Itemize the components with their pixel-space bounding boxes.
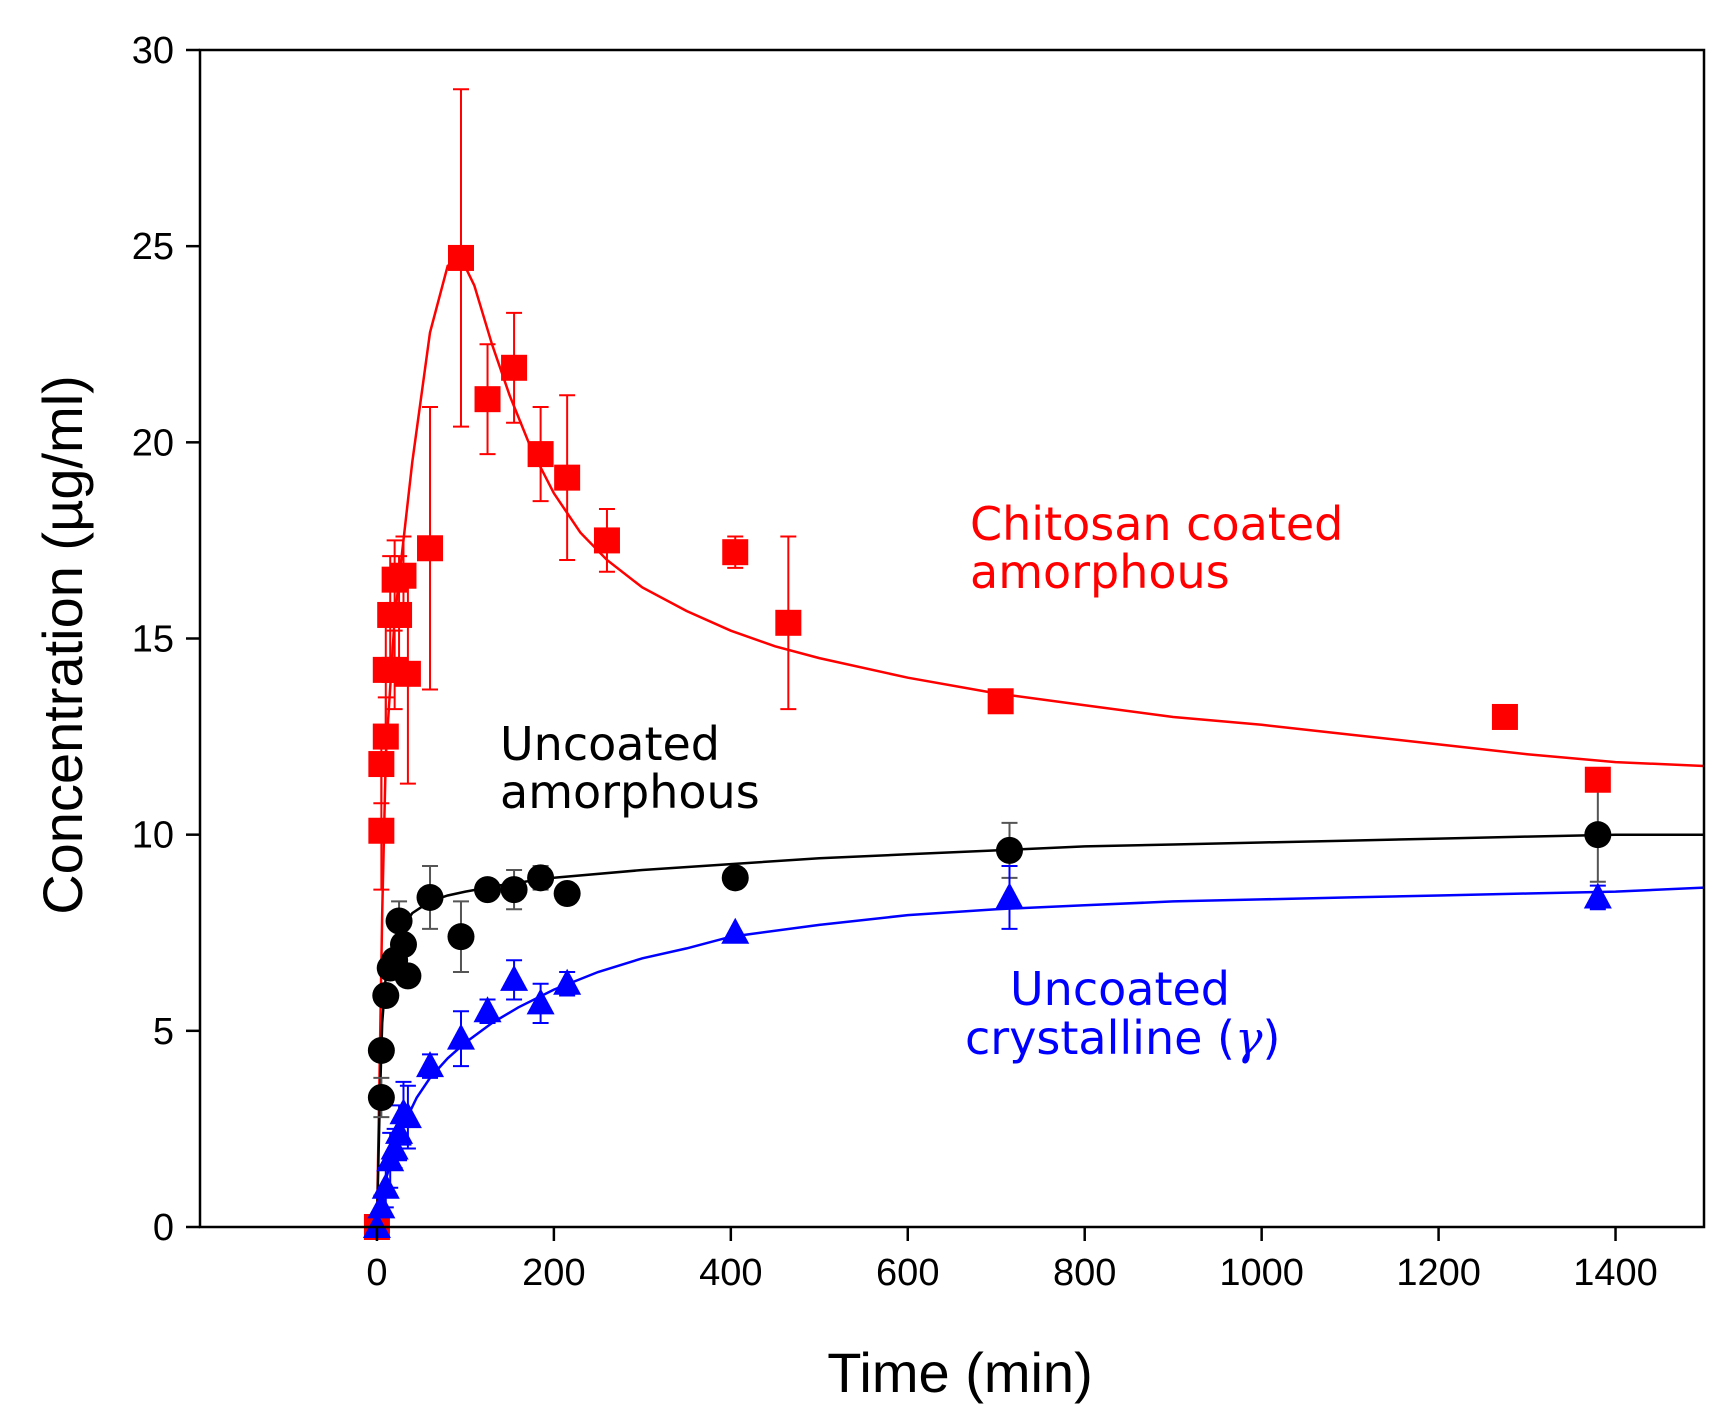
x-tick-label: 600: [876, 1252, 939, 1294]
label-crystalline-close: ): [1262, 1011, 1280, 1065]
point-uncoated-crystalline: [367, 1192, 396, 1219]
point-chitosan-coated-amorphous: [394, 660, 421, 687]
point-uncoated-crystalline: [995, 882, 1024, 909]
point-uncoated-crystalline: [416, 1051, 445, 1078]
label-uncoated-crystalline-line2: crystalline (γ): [965, 1011, 1280, 1065]
x-tick-label: 1400: [1573, 1252, 1658, 1294]
plot-frame: [198, 48, 1706, 1229]
point-chitosan-coated-amorphous: [501, 354, 528, 381]
point-chitosan-coated-amorphous: [372, 723, 399, 750]
point-uncoated-amorphous: [553, 880, 581, 908]
y-axis-ticks: 0 5 10 15 20 25 30: [132, 30, 200, 1249]
y-tick-label: 5: [153, 1011, 174, 1053]
point-uncoated-crystalline: [362, 1212, 391, 1238]
data-markers: [362, 244, 1612, 1240]
x-tick-label: 400: [699, 1252, 762, 1294]
point-uncoated-amorphous: [389, 931, 417, 959]
point-uncoated-amorphous: [394, 962, 422, 990]
point-uncoated-crystalline: [371, 1172, 400, 1199]
point-uncoated-amorphous: [367, 1036, 395, 1064]
point-chitosan-coated-amorphous: [722, 539, 749, 566]
point-chitosan-coated-amorphous: [593, 527, 620, 554]
y-tick-label: 15: [132, 619, 174, 661]
y-axis-title: Concentration (µg/ml): [31, 375, 94, 915]
y-tick-label: 0: [153, 1207, 174, 1249]
point-chitosan-coated-amorphous: [447, 244, 474, 271]
point-uncoated-crystalline: [393, 1102, 422, 1129]
point-uncoated-crystalline: [1583, 882, 1612, 909]
point-uncoated-crystalline: [526, 988, 555, 1015]
point-uncoated-amorphous: [721, 864, 749, 892]
point-uncoated-amorphous: [385, 907, 413, 935]
point-chitosan-coated-amorphous: [386, 601, 413, 628]
x-axis-title: Time (min): [827, 1341, 1092, 1404]
point-chitosan-coated-amorphous: [390, 562, 417, 589]
y-tick-label: 25: [132, 226, 174, 268]
label-gamma-symbol: γ: [1235, 1011, 1263, 1065]
point-uncoated-crystalline: [500, 964, 529, 991]
x-tick-label: 800: [1053, 1252, 1116, 1294]
point-uncoated-amorphous: [416, 883, 444, 911]
x-axis-ticks: 0 200 400 600 800 1000 1200 1400: [366, 1227, 1658, 1294]
label-uncoated-crystalline-line1: Uncoated: [1010, 962, 1230, 1016]
label-chitosan-coated-line2: amorphous: [970, 545, 1230, 599]
point-chitosan-coated-amorphous: [527, 441, 554, 468]
point-uncoated-amorphous: [500, 876, 528, 904]
point-chitosan-coated-amorphous: [775, 609, 802, 636]
point-chitosan-coated-amorphous: [474, 386, 501, 413]
label-uncoated-amorphous-line2: amorphous: [500, 765, 760, 819]
x-tick-label: 200: [522, 1252, 585, 1294]
point-uncoated-crystalline: [721, 917, 750, 944]
point-chitosan-coated-amorphous: [554, 464, 581, 491]
x-tick-label: 1000: [1219, 1252, 1304, 1294]
point-uncoated-crystalline: [553, 968, 582, 995]
y-tick-label: 30: [132, 30, 174, 72]
y-tick-label: 20: [132, 422, 174, 464]
point-uncoated-amorphous: [367, 1084, 395, 1112]
point-uncoated-crystalline: [385, 1117, 414, 1144]
point-chitosan-coated-amorphous: [1491, 703, 1518, 730]
point-uncoated-amorphous: [474, 876, 502, 904]
point-chitosan-coated-amorphous: [987, 688, 1014, 715]
point-uncoated-crystalline: [446, 1023, 475, 1050]
x-tick-label: 1200: [1396, 1252, 1481, 1294]
point-uncoated-amorphous: [1584, 821, 1612, 849]
point-chitosan-coated-amorphous: [368, 817, 395, 844]
y-tick-label: 10: [132, 815, 174, 857]
point-uncoated-amorphous: [527, 864, 555, 892]
x-tick-label: 0: [366, 1252, 387, 1294]
point-uncoated-crystalline: [473, 996, 502, 1023]
point-uncoated-amorphous: [447, 923, 475, 951]
point-uncoated-amorphous: [996, 836, 1024, 864]
point-uncoated-crystalline: [380, 1133, 409, 1160]
point-chitosan-coated-amorphous: [1584, 766, 1611, 793]
label-crystalline-word: crystalline (: [965, 1011, 1235, 1065]
point-chitosan-coated-amorphous: [417, 535, 444, 562]
point-uncoated-amorphous: [372, 982, 400, 1010]
point-chitosan-coated-amorphous: [368, 751, 395, 778]
label-chitosan-coated-line1: Chitosan coated: [970, 497, 1343, 551]
label-uncoated-amorphous-line1: Uncoated: [500, 717, 720, 771]
